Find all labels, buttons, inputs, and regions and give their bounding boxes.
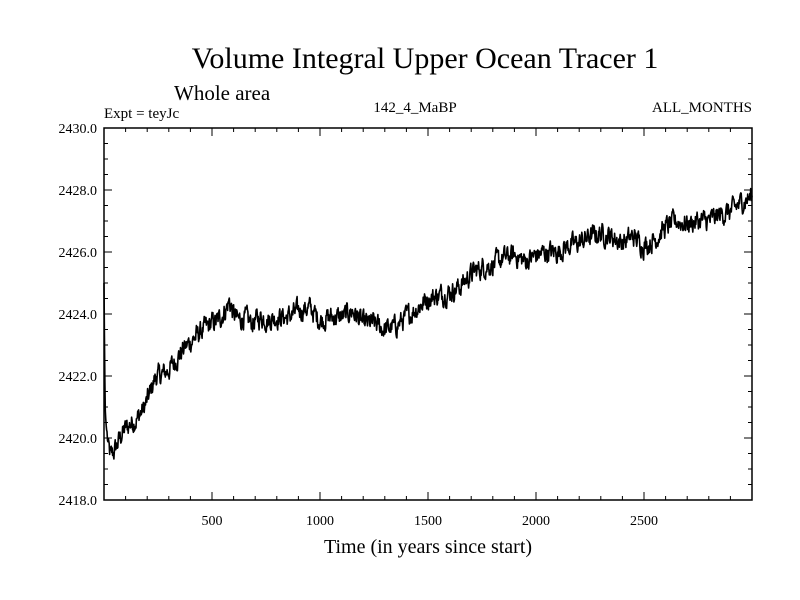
experiment-label: Expt = teyJc — [104, 106, 179, 122]
x-tick-label: 1000 — [306, 514, 334, 529]
data-line — [103, 187, 753, 460]
y-axis: 2418.0 2420.0 2422.0 2424.0 2426.0 2428.0 2430… — [59, 122, 752, 509]
x-tick-label: 1500 — [414, 514, 442, 529]
x-axis-label: Time (in years since start) — [324, 536, 532, 558]
chart-title: Volume Integral Upper Ocean Tracer 1 — [192, 42, 659, 75]
y-tick-label: 2430.0 — [59, 122, 98, 137]
x-tick-label: 500 — [202, 514, 223, 529]
months-label: ALL_MONTHS — [652, 100, 752, 116]
x-tick-label: 2500 — [630, 514, 658, 529]
chart-subtitle: Whole area — [174, 81, 271, 105]
x-axis: 500 1000 1500 2000 2500 — [125, 128, 731, 529]
y-tick-label: 2418.0 — [59, 494, 98, 509]
y-tick-label: 2420.0 — [59, 432, 98, 447]
plot-area: 2418.0 2420.0 2422.0 2424.0 2426.0 2428.0 2430… — [59, 122, 753, 529]
y-tick-label: 2424.0 — [59, 308, 98, 323]
y-tick-label: 2428.0 — [59, 184, 98, 199]
x-tick-label: 2000 — [522, 514, 550, 529]
y-tick-label: 2426.0 — [59, 246, 98, 261]
y-tick-label: 2422.0 — [59, 370, 98, 385]
period-label: 142_4_MaBP — [373, 100, 456, 116]
